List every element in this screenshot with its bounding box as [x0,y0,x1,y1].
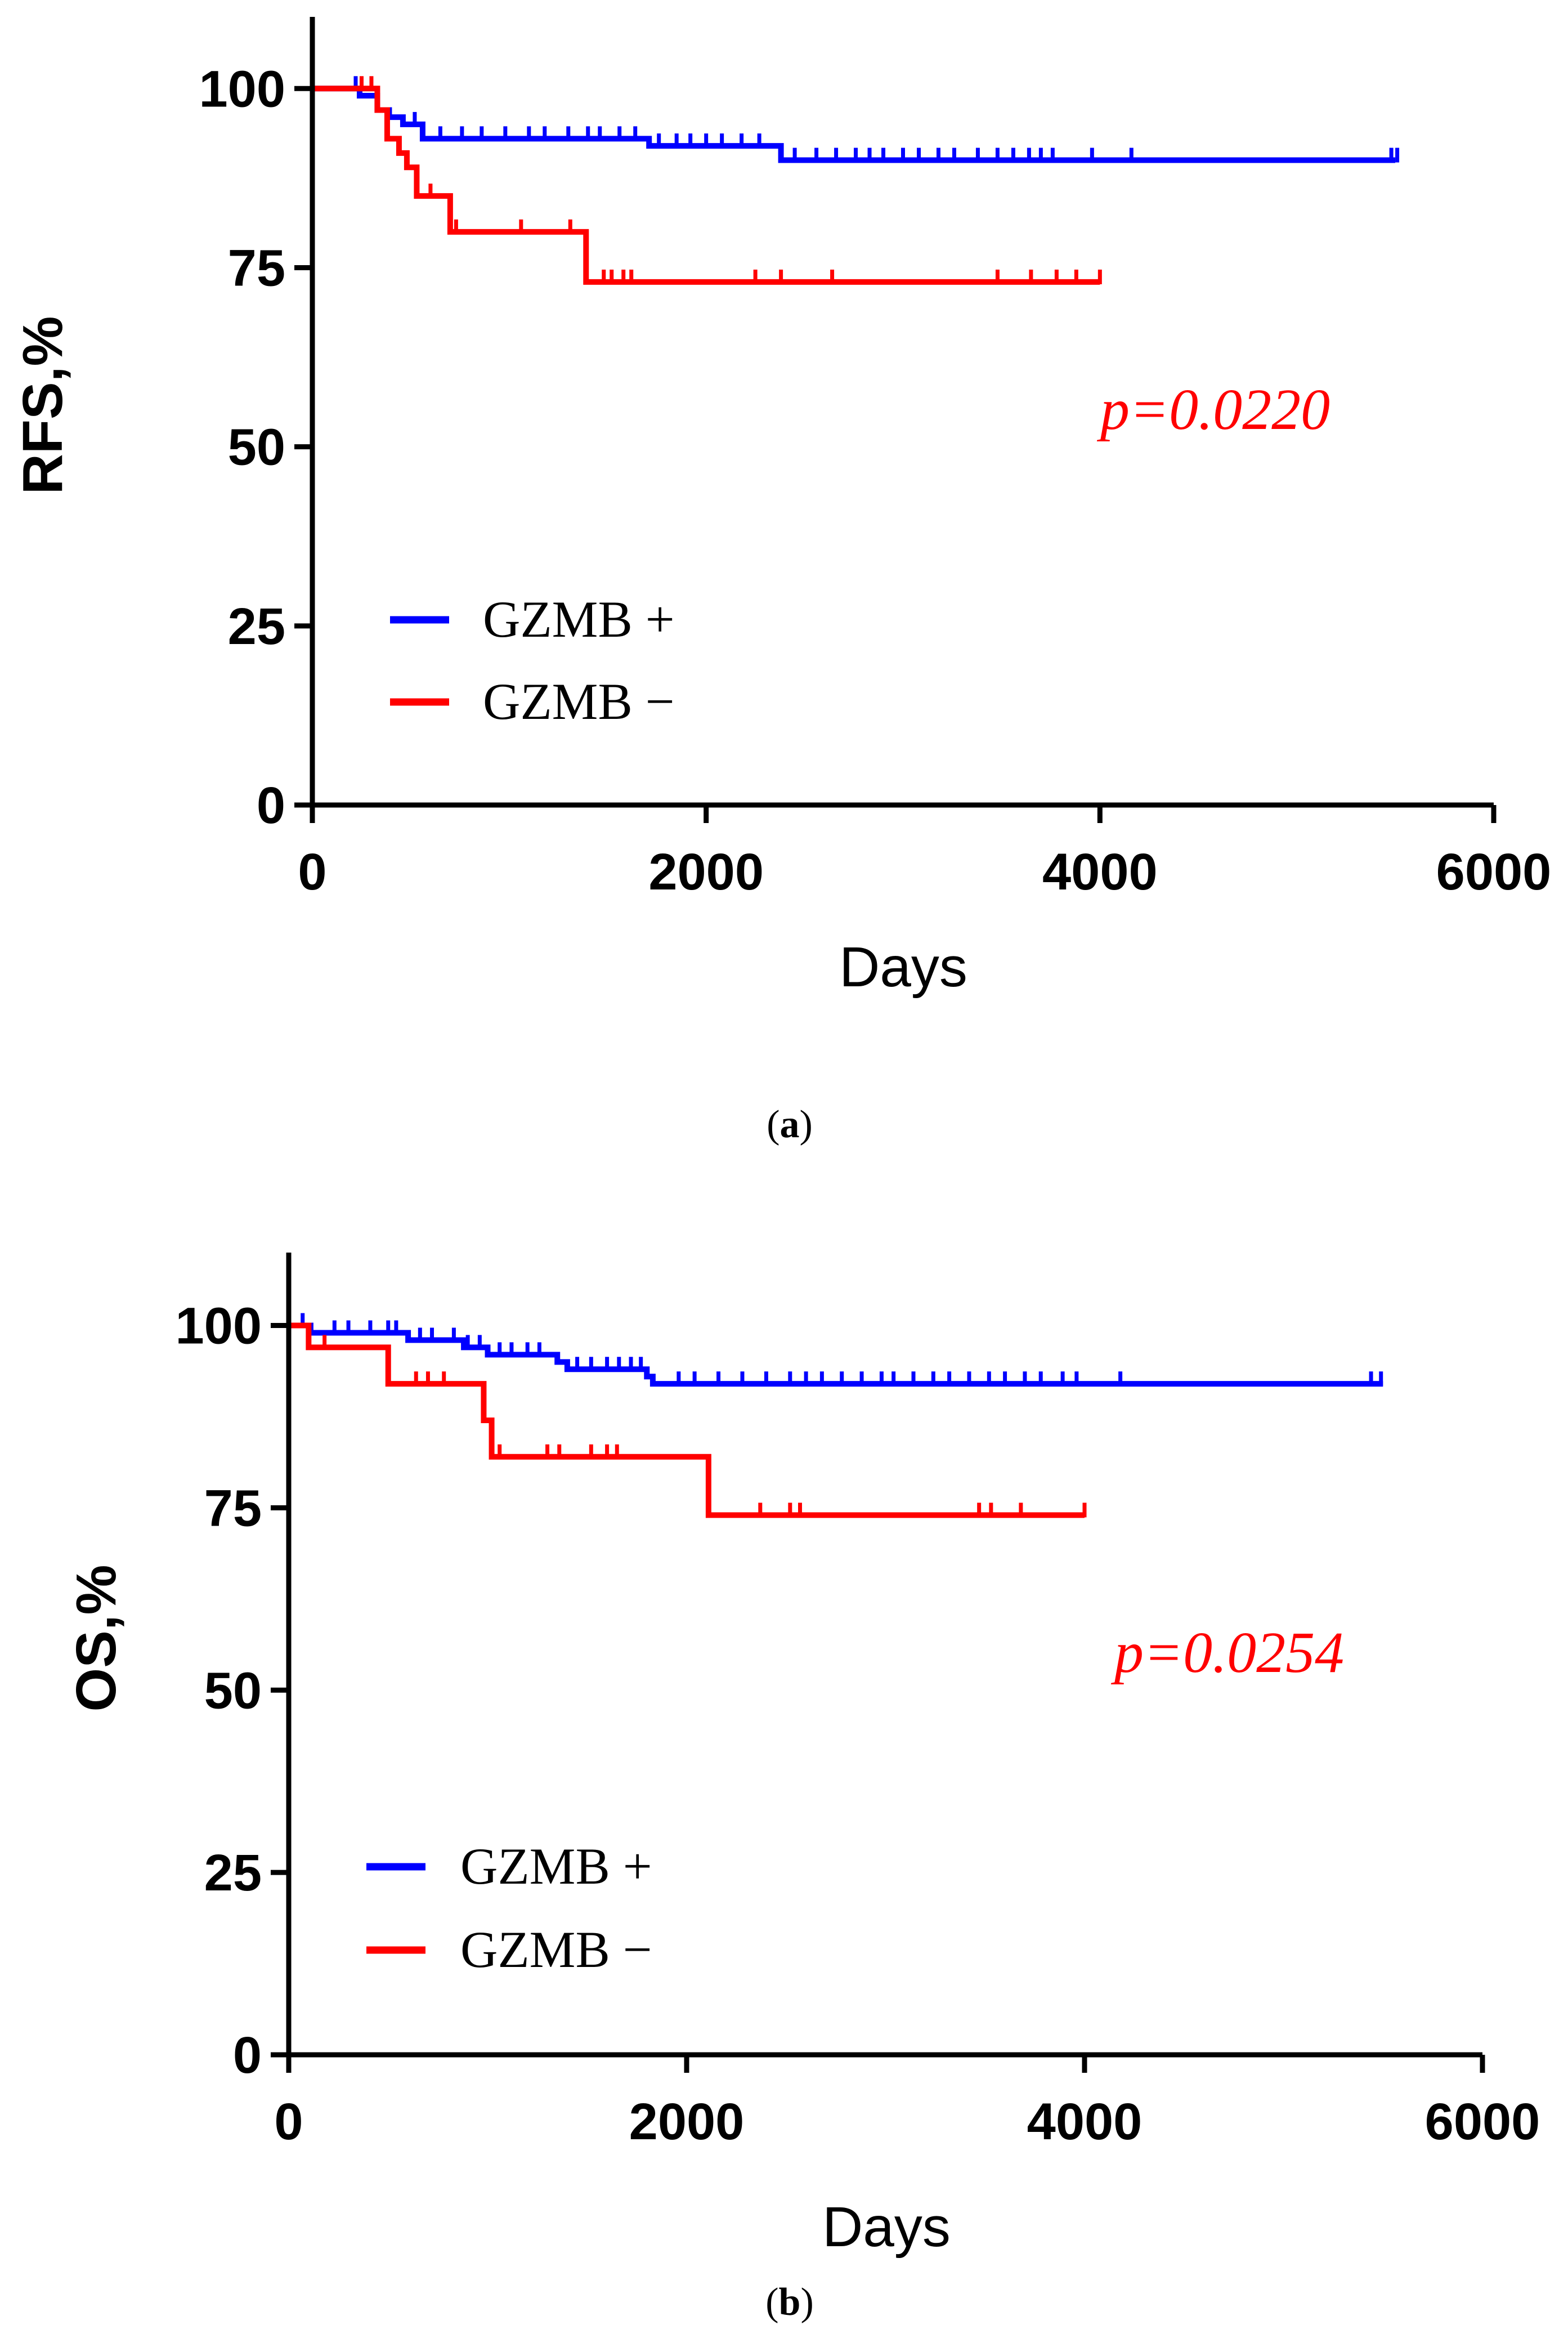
y-tick-label: 25 [228,598,285,655]
legend-label-gzmb-neg: GZMB − [483,673,675,730]
panel-label-a-letter: a [780,1103,800,1146]
y-tick-label: 50 [204,1662,262,1719]
km-curve-gzmb-pos [289,1322,1383,1387]
legend: GZMB + GZMB − [366,1837,652,1978]
y-tick-label: 100 [176,1298,262,1355]
x-tick-label: 4000 [1042,843,1158,901]
x-tick-label: 2000 [648,843,764,901]
x-tick-label: 6000 [1436,843,1552,901]
p-value-annotation: p=0.0254 [1110,1620,1344,1685]
x-tick-label: 6000 [1425,2093,1540,2150]
panel-a-chart: 0 25 50 75 100 0 2000 4000 6000 RFS,% Days p=0.0… [11,17,1551,1146]
x-tick-label: 4000 [1027,2093,1143,2150]
km-curve-gzmb-neg [289,1322,1085,1518]
x-tick-label: 2000 [629,2093,745,2150]
y-tick-label: 75 [228,239,285,297]
series-layer [289,1313,1383,1518]
y-axis-title: RFS,% [11,316,74,495]
y-axis-title: OS,% [65,1564,128,1711]
panel-b-chart: 0 25 50 75 100 0 2000 4000 6000 OS,% Days p=0.02… [65,1253,1540,2324]
series-layer [312,76,1400,285]
axes-layer: 0 25 50 75 100 0 2000 4000 6000 [199,17,1552,901]
x-tick-label: 0 [274,2093,303,2150]
axes-layer: 0 25 50 75 100 0 2000 4000 6000 [176,1253,1540,2150]
panel-label-b-letter: b [779,2281,801,2324]
y-tick-label: 100 [199,60,286,118]
legend-label-gzmb-pos: GZMB + [483,591,675,648]
y-tick-label: 0 [233,2027,262,2084]
panel-label-b: (b) [765,2281,814,2324]
legend-label-gzmb-pos: GZMB + [460,1837,652,1895]
y-tick-label: 50 [228,419,285,476]
x-tick-label: 0 [298,843,326,901]
y-tick-label: 25 [204,1844,262,1902]
y-tick-label: 75 [204,1479,262,1537]
legend-label-gzmb-neg: GZMB − [460,1921,652,1978]
p-value-annotation: p=0.0220 [1096,377,1330,442]
legend: GZMB + GZMB − [390,591,675,730]
panel-label-a: (a) [767,1103,813,1146]
y-tick-label: 0 [257,777,285,834]
x-axis-title: Days [839,936,967,999]
km-curve-gzmb-neg [312,86,1100,285]
x-axis-title: Days [822,2196,951,2259]
